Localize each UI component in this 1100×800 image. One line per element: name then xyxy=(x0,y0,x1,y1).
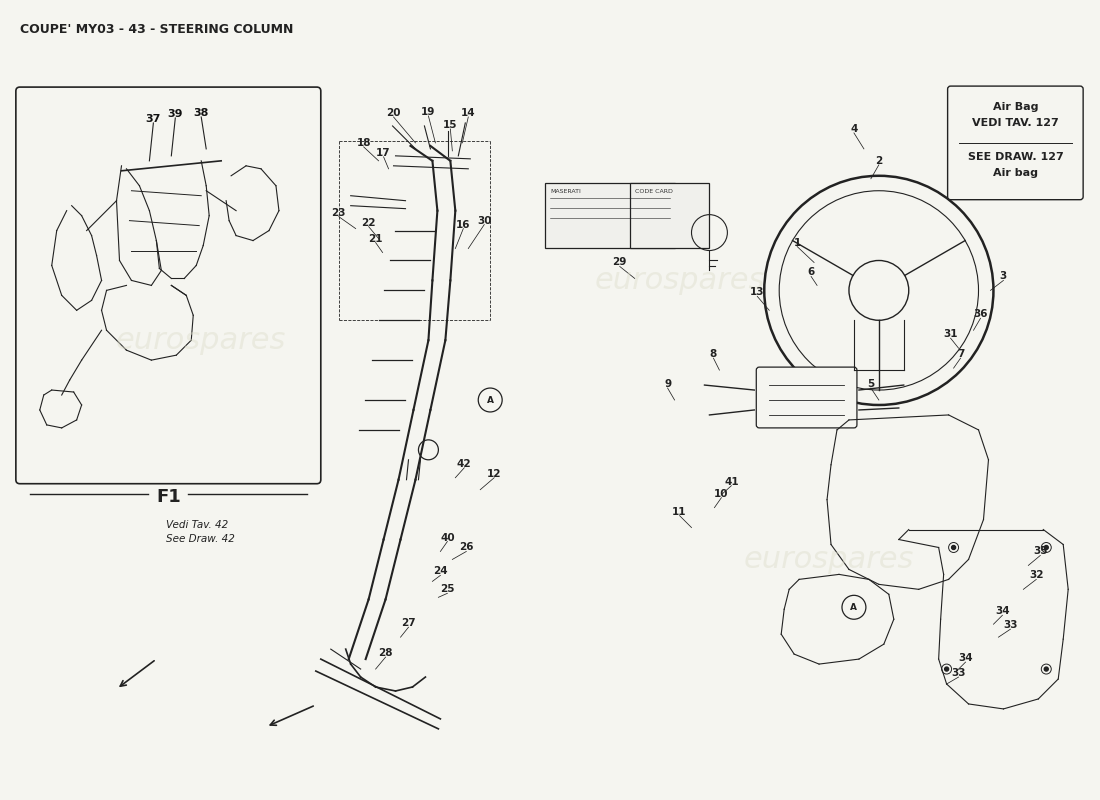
Circle shape xyxy=(945,667,948,671)
Text: MASERATI: MASERATI xyxy=(550,189,581,194)
Text: 20: 20 xyxy=(386,108,400,118)
Text: 37: 37 xyxy=(145,114,161,124)
Text: 34: 34 xyxy=(996,606,1010,616)
Text: 25: 25 xyxy=(440,584,454,594)
Text: SEE DRAW. 127: SEE DRAW. 127 xyxy=(968,152,1064,162)
Text: 3: 3 xyxy=(1000,271,1006,282)
Text: 29: 29 xyxy=(613,258,627,267)
Text: 36: 36 xyxy=(974,310,988,319)
Text: 33: 33 xyxy=(952,668,966,678)
Text: A: A xyxy=(486,395,494,405)
Circle shape xyxy=(1044,546,1048,550)
Text: COUPE' MY03 - 43 - STEERING COLUMN: COUPE' MY03 - 43 - STEERING COLUMN xyxy=(20,23,294,36)
Text: CODE CARD: CODE CARD xyxy=(635,189,672,194)
Bar xyxy=(544,182,674,247)
Text: 39: 39 xyxy=(167,109,183,119)
Text: 13: 13 xyxy=(750,287,764,298)
FancyBboxPatch shape xyxy=(947,86,1084,200)
Text: 5: 5 xyxy=(867,379,875,389)
Text: 10: 10 xyxy=(714,489,728,498)
Text: 34: 34 xyxy=(958,653,972,663)
Text: 30: 30 xyxy=(477,216,492,226)
Text: 31: 31 xyxy=(944,330,958,339)
Text: 18: 18 xyxy=(356,138,371,148)
Text: 16: 16 xyxy=(456,220,471,230)
Text: 9: 9 xyxy=(664,379,671,389)
Text: A: A xyxy=(850,602,857,612)
Text: 28: 28 xyxy=(378,648,393,658)
Text: 19: 19 xyxy=(421,107,436,117)
Text: 23: 23 xyxy=(331,208,346,218)
Text: 41: 41 xyxy=(724,477,739,486)
Text: 22: 22 xyxy=(362,218,376,228)
Text: VEDI TAV. 127: VEDI TAV. 127 xyxy=(972,118,1059,128)
Text: Air Bag: Air Bag xyxy=(992,102,1038,112)
Text: 15: 15 xyxy=(443,120,458,130)
Text: 35: 35 xyxy=(1033,546,1047,557)
Text: 26: 26 xyxy=(459,542,473,553)
Text: 21: 21 xyxy=(368,234,383,243)
Text: 32: 32 xyxy=(1030,570,1044,580)
Text: 4: 4 xyxy=(850,124,858,134)
Text: 14: 14 xyxy=(461,108,475,118)
Text: 17: 17 xyxy=(376,148,390,158)
Text: 1: 1 xyxy=(793,238,801,247)
Text: 7: 7 xyxy=(957,349,965,359)
FancyBboxPatch shape xyxy=(757,367,857,428)
Text: 8: 8 xyxy=(710,349,717,359)
Text: eurospares: eurospares xyxy=(744,545,914,574)
Text: 12: 12 xyxy=(487,469,502,478)
Text: 27: 27 xyxy=(402,618,416,628)
Text: 11: 11 xyxy=(672,506,686,517)
Text: eurospares: eurospares xyxy=(594,266,764,295)
Text: 2: 2 xyxy=(876,156,882,166)
Circle shape xyxy=(1044,667,1048,671)
Text: 38: 38 xyxy=(194,108,209,118)
Text: 24: 24 xyxy=(433,566,448,577)
Text: See Draw. 42: See Draw. 42 xyxy=(166,534,235,543)
Text: 42: 42 xyxy=(456,458,472,469)
Text: 6: 6 xyxy=(807,267,815,278)
FancyBboxPatch shape xyxy=(15,87,321,484)
Text: 33: 33 xyxy=(1003,620,1018,630)
Bar xyxy=(629,182,710,247)
Text: 40: 40 xyxy=(440,533,454,542)
Circle shape xyxy=(952,546,956,550)
Text: F1: F1 xyxy=(156,488,180,506)
Text: eurospares: eurospares xyxy=(116,326,286,354)
Text: Vedi Tav. 42: Vedi Tav. 42 xyxy=(166,519,229,530)
Text: Air bag: Air bag xyxy=(993,168,1038,178)
